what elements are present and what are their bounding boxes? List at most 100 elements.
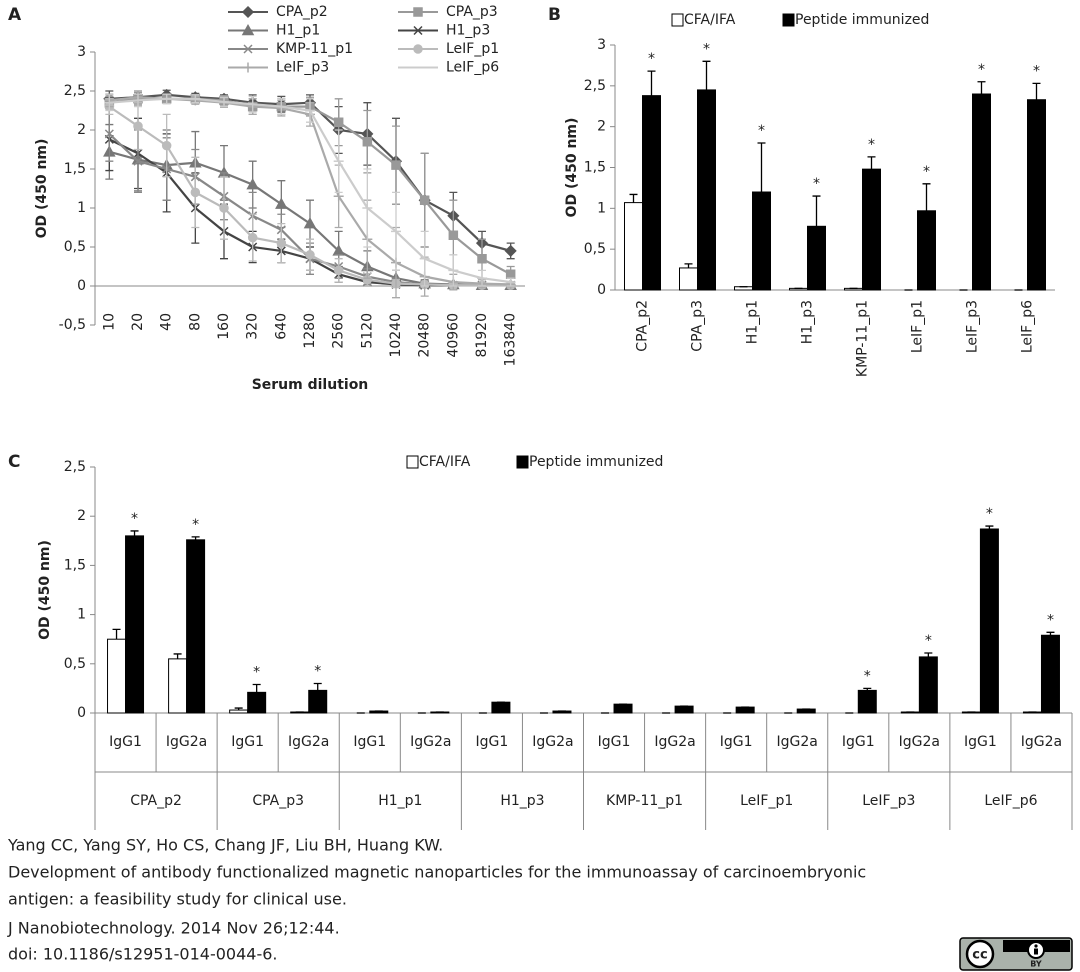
- y-tick-label: 2,5: [584, 78, 606, 94]
- bar: [972, 93, 991, 291]
- y-tick-label: 0,5: [64, 656, 86, 672]
- legend-label: Peptide immunized: [529, 454, 663, 470]
- x-tick-label: KMP-11_p1: [855, 300, 871, 377]
- group-label: CPA_p3: [252, 793, 304, 809]
- group-label: CPA_p2: [130, 793, 182, 809]
- x-tick-label: IgG1: [964, 734, 997, 750]
- group-label: LeIF_p1: [740, 793, 793, 809]
- legend-label: LeIF_p3: [276, 60, 329, 76]
- bar: [1027, 99, 1046, 291]
- bar: [918, 656, 938, 714]
- significance-mark: *: [813, 176, 820, 192]
- legend-marker: [243, 44, 253, 54]
- significance-mark: *: [703, 41, 710, 57]
- x-tick-label: H1_p1: [745, 300, 761, 344]
- error-bar: [313, 682, 322, 691]
- point-marker: [419, 195, 430, 205]
- y-tick-label: 2,5: [64, 83, 86, 99]
- point-marker: [362, 136, 373, 147]
- panel-letter: C: [8, 452, 20, 472]
- y-tick-label: 2: [597, 119, 606, 135]
- error-bar: [977, 81, 986, 94]
- x-tick-label: LeIF_p3: [965, 300, 981, 353]
- bar: [247, 691, 267, 714]
- x-tick-label: IgG2a: [654, 734, 695, 750]
- x-tick-label: 5120: [359, 313, 375, 349]
- y-tick-label: 2: [77, 122, 86, 138]
- legend-label: H1_p1: [276, 23, 320, 39]
- significance-mark: *: [1047, 612, 1054, 628]
- significance-mark: *: [192, 517, 199, 533]
- point-marker: [504, 244, 517, 257]
- legend-swatch: [782, 13, 795, 27]
- error-bar: [252, 683, 261, 693]
- x-tick-label: 160: [216, 313, 232, 340]
- x-tick-label: 20480: [417, 313, 433, 358]
- x-tick-label: 40960: [445, 313, 461, 358]
- bar: [735, 706, 755, 714]
- legend-label: H1_p3: [446, 23, 490, 39]
- bar: [679, 267, 698, 291]
- error-bar: [812, 195, 821, 227]
- group-label: LeIF_p3: [862, 793, 915, 809]
- y-axis-title: OD (450 nm): [34, 139, 50, 239]
- bar: [1040, 634, 1060, 714]
- x-tick-label: 80: [187, 313, 203, 331]
- significance-mark: *: [986, 506, 993, 522]
- citation-line: Yang CC, Yang SY, Ho CS, Chang JF, Liu B…: [7, 836, 443, 855]
- group-label: KMP-11_p1: [606, 793, 683, 809]
- x-tick-label: 10240: [388, 313, 404, 358]
- point-marker: [448, 230, 459, 241]
- y-tick-label: 2: [77, 508, 86, 524]
- x-tick-label: 640: [273, 313, 289, 340]
- y-tick-label: 1,5: [584, 160, 606, 176]
- x-tick-label: LeIF_p1: [910, 300, 926, 353]
- legend-marker: [243, 62, 253, 73]
- significance-mark: *: [648, 51, 655, 67]
- cc-circle: [965, 939, 995, 969]
- x-tick-label: 40: [159, 313, 175, 331]
- bar: [125, 535, 145, 714]
- y-tick-label: 0,5: [64, 239, 86, 255]
- bar: [308, 689, 328, 714]
- citation-line: doi: 10.1186/s12951-014-0044-6.: [8, 945, 278, 964]
- group-label: LeIF_p6: [984, 793, 1037, 809]
- legend-label: CFA/IFA: [684, 12, 736, 28]
- by-mark: BY: [1030, 960, 1042, 969]
- by-head: [1034, 944, 1038, 948]
- point-marker: [276, 238, 287, 248]
- error-bar: [629, 193, 638, 203]
- bar: [979, 528, 999, 714]
- y-tick-label: 2,5: [64, 459, 86, 475]
- error-bar: [130, 530, 139, 536]
- y-tick-label: 1,5: [64, 161, 86, 177]
- x-tick-label: IgG2a: [1021, 734, 1062, 750]
- x-tick-label: CPA_p3: [690, 300, 706, 352]
- x-tick-label: IgG2a: [899, 734, 940, 750]
- point-marker: [305, 250, 315, 260]
- y-tick-label: 3: [597, 37, 606, 53]
- bar: [862, 168, 881, 291]
- cc-mark: cc: [972, 948, 987, 963]
- significance-mark: *: [253, 664, 260, 680]
- x-tick-label: IgG1: [231, 734, 264, 750]
- point-marker: [246, 178, 259, 190]
- error-bar: [112, 628, 121, 640]
- legend-marker: [413, 7, 423, 17]
- y-tick-label: 0: [597, 282, 606, 298]
- panel-letter: B: [548, 5, 561, 25]
- x-tick-label: 163840: [503, 313, 519, 366]
- error-bar: [234, 707, 243, 711]
- bar: [807, 225, 826, 291]
- point-marker: [190, 187, 201, 198]
- license-badge: cc BY: [959, 937, 1073, 971]
- error-bar: [757, 142, 766, 192]
- legend-label: LeIF_p1: [446, 41, 499, 57]
- significance-mark: *: [868, 137, 875, 153]
- bar: [642, 95, 661, 291]
- y-axis-title: OD (450 nm): [564, 118, 580, 218]
- legend-label: CPA_p2: [276, 4, 328, 20]
- x-axis-title: Serum dilution: [252, 377, 369, 393]
